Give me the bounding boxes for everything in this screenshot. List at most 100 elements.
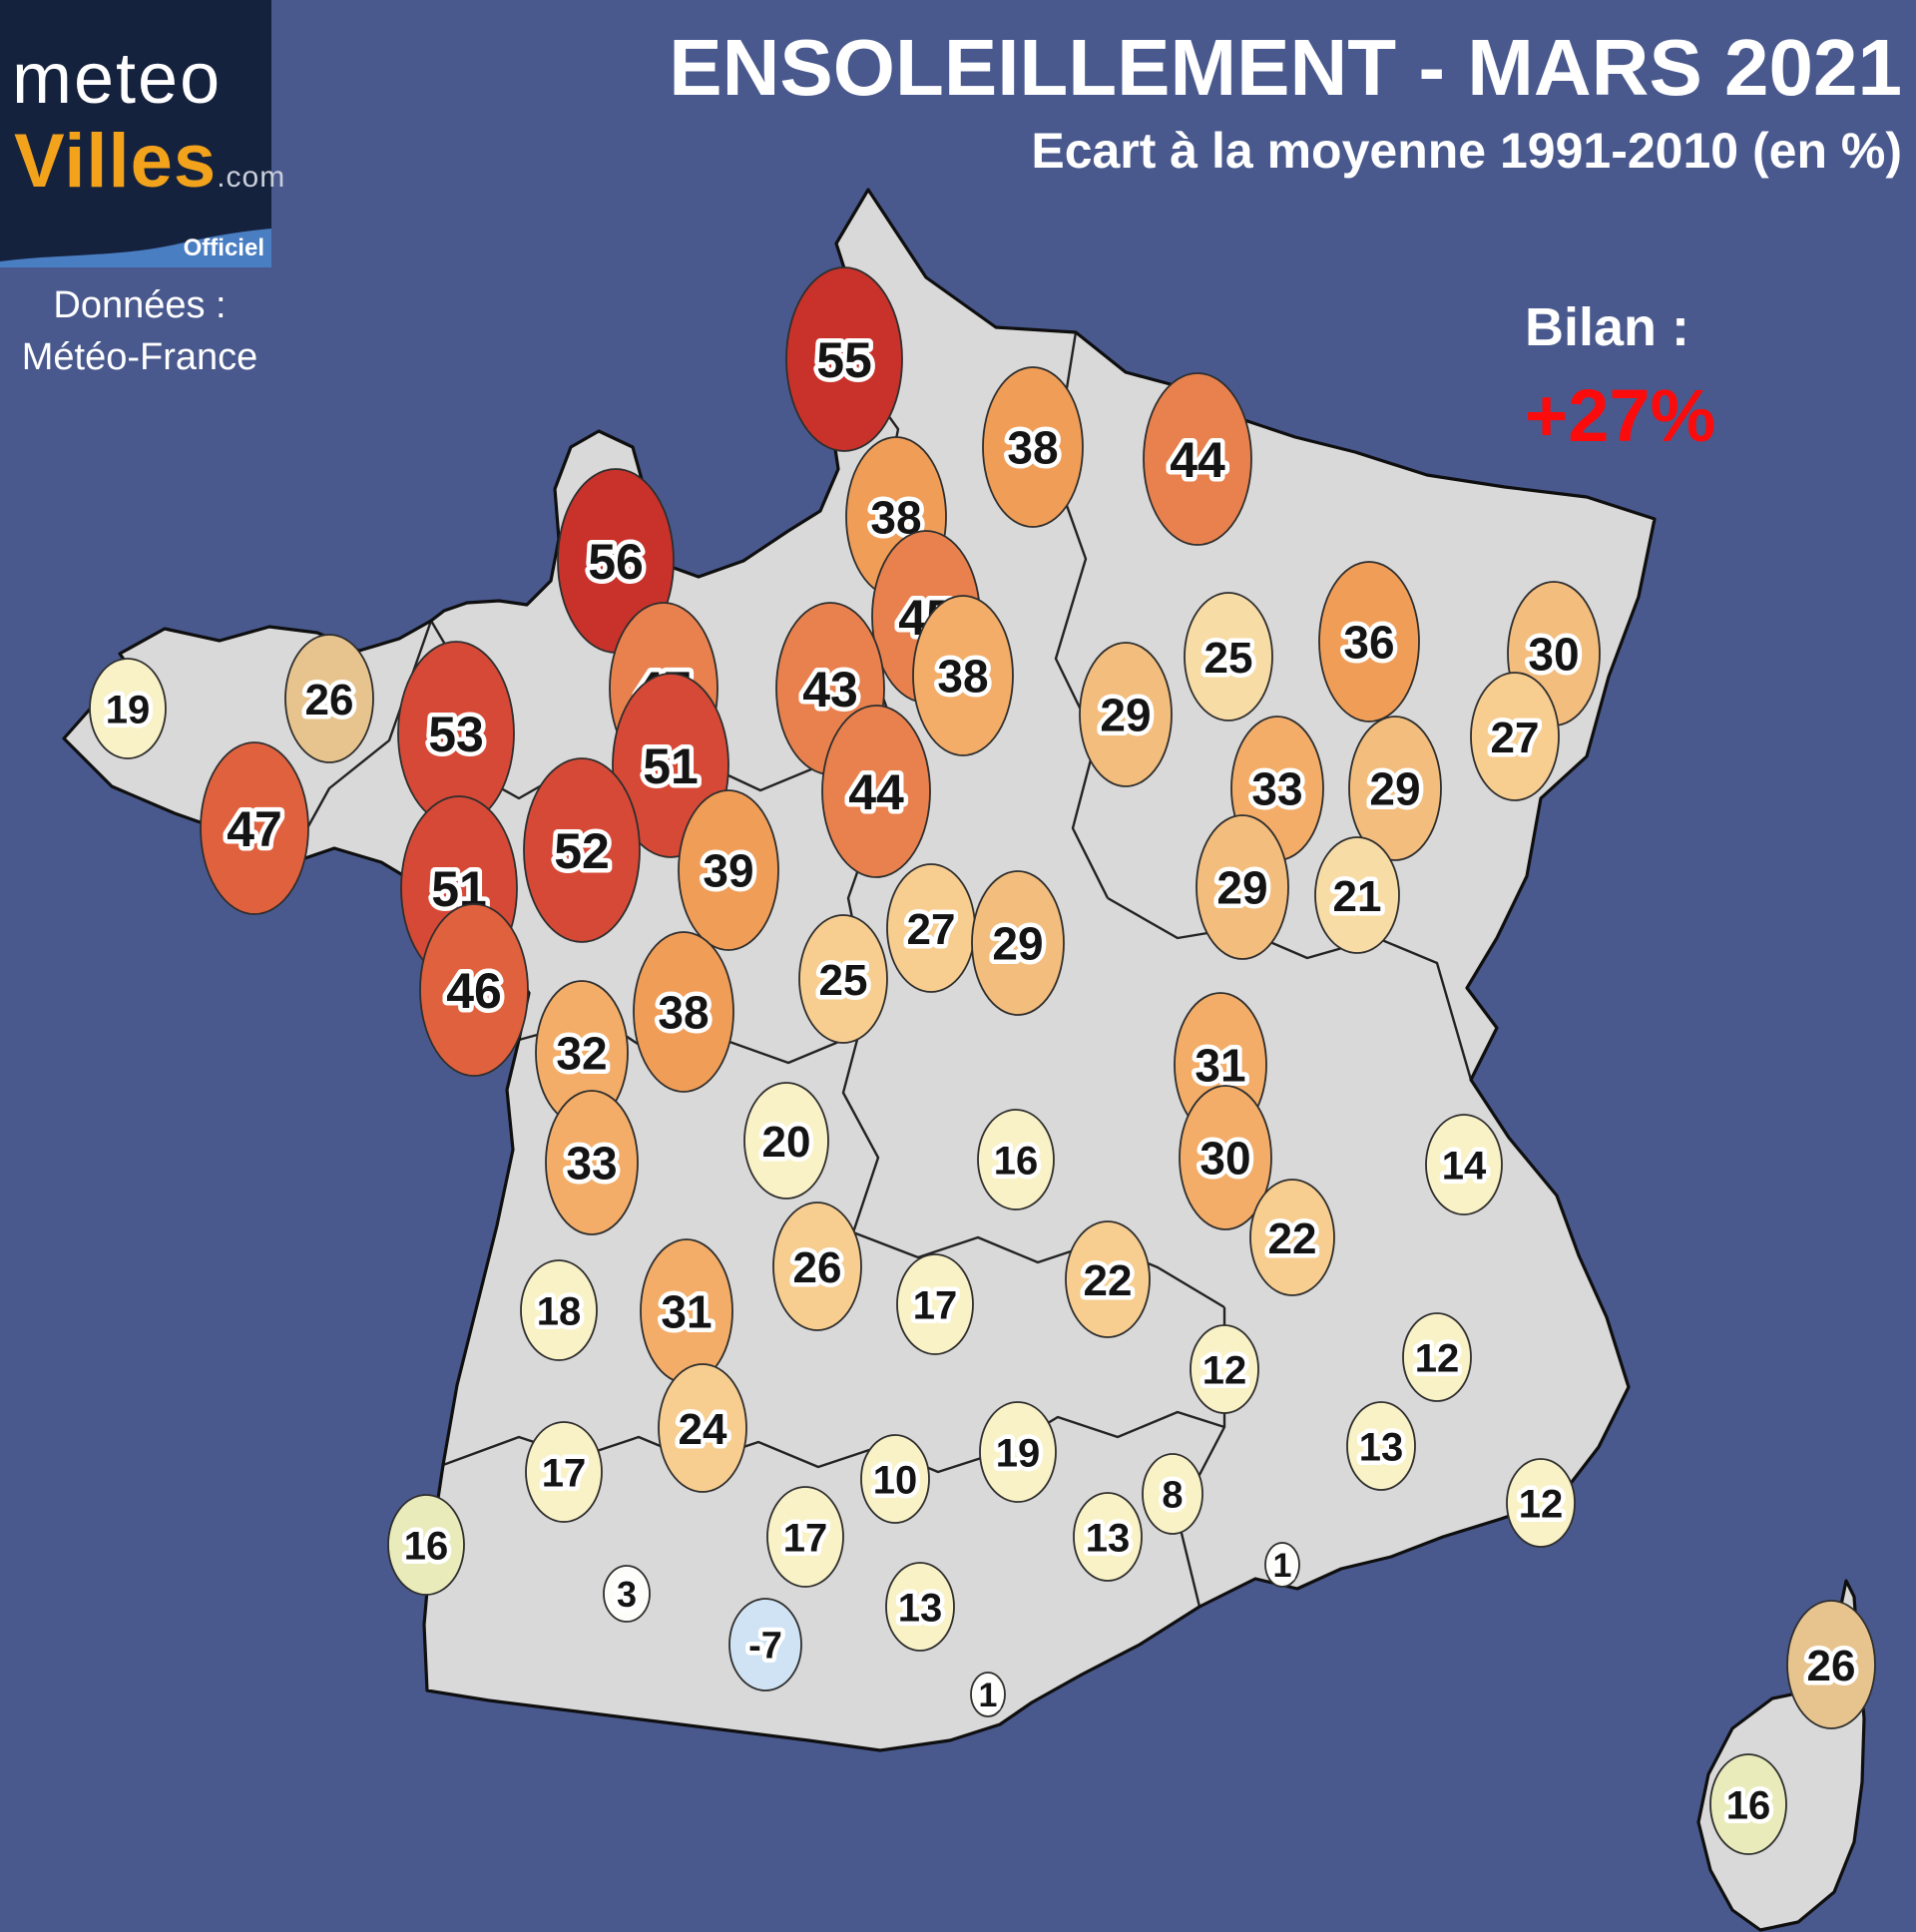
map-bubble-value: 44 <box>848 764 904 820</box>
map-bubble-value: 17 <box>542 1451 587 1495</box>
map-bubble-value: 19 <box>996 1431 1041 1475</box>
map-bubble <box>1264 1542 1300 1588</box>
bilan-label: Bilan : <box>1525 297 1690 357</box>
map-bubble-value: 32 <box>556 1028 607 1080</box>
data-source: Données : Météo-France <box>0 279 279 383</box>
map-bubble-value: 21 <box>1333 872 1382 921</box>
map-bubble-value: 18 <box>537 1289 582 1333</box>
map-bubble <box>89 658 167 759</box>
map-bubble <box>387 1494 465 1596</box>
map-bubble <box>1402 1312 1472 1402</box>
bilan-block: Bilan : +27% <box>1525 295 1715 459</box>
map-bubble <box>728 1598 802 1691</box>
logo-villes-text: Villes.com <box>14 119 286 204</box>
map-bubble-value: 31 <box>1195 1040 1245 1092</box>
map-bubble-value: 12 <box>1415 1336 1460 1380</box>
map-bubble-value: 55 <box>816 332 872 388</box>
map-bubble-value: 44 <box>1170 432 1225 488</box>
map-bubble-value: 14 <box>1442 1144 1487 1188</box>
map-bubble-value: 51 <box>643 738 699 794</box>
page-title: ENSOLEILLEMENT - MARS 2021 <box>669 23 1902 112</box>
map-bubble <box>977 1109 1055 1210</box>
map-bubble <box>1073 1492 1143 1582</box>
logo-wave-decoration <box>0 229 271 267</box>
data-source-line2: Météo-France <box>21 336 258 378</box>
map-bubble-value: 30 <box>1199 1133 1250 1185</box>
map-bubble <box>1314 836 1400 954</box>
map-bubble <box>912 595 1014 756</box>
map-bubble <box>1184 592 1273 722</box>
map-bubble <box>1196 814 1289 960</box>
map-bubble <box>979 1401 1057 1503</box>
map-bubble-value: 12 <box>1519 1482 1564 1526</box>
map-bubble-value: 33 <box>1251 763 1302 815</box>
map-bubble-value: 3 <box>617 1574 637 1615</box>
map-bubble <box>1506 1458 1576 1548</box>
map-bubble-value: 13 <box>1086 1516 1131 1560</box>
map-bubble <box>1143 372 1252 546</box>
map-bubble-value: 17 <box>913 1283 958 1327</box>
map-bubble <box>1079 642 1173 787</box>
meteovilles-logo[interactable]: meteo Villes.com Officiel <box>0 0 284 267</box>
map-bubble <box>971 870 1065 1016</box>
map-bubble <box>633 931 734 1093</box>
map-bubble-value: 46 <box>446 963 502 1019</box>
title-block: ENSOLEILLEMENT - MARS 2021 Ecart à la mo… <box>669 16 1902 182</box>
map-bubble <box>1142 1453 1203 1535</box>
map-bubble <box>798 914 888 1044</box>
map-bubble-value: 13 <box>898 1586 943 1630</box>
map-bubble <box>1470 672 1560 801</box>
map-bubble-value: 16 <box>994 1139 1039 1183</box>
map-bubble-value: 27 <box>1491 714 1540 762</box>
map-bubble <box>1179 1085 1272 1230</box>
map-bubble-value: 39 <box>703 845 753 897</box>
map-bubble-value: 38 <box>658 987 709 1039</box>
map-bubble <box>982 366 1084 528</box>
map-bubble-value: 29 <box>1216 862 1267 914</box>
map-bubble-value: 47 <box>227 801 282 857</box>
map-bubble-value: 33 <box>566 1138 617 1190</box>
map-bubble-value: 17 <box>783 1516 828 1560</box>
map-bubble <box>284 634 374 763</box>
map-bubble <box>603 1565 651 1623</box>
map-bubble-value: 26 <box>793 1243 842 1292</box>
map-bubble-value: 24 <box>679 1405 727 1454</box>
map-bubble <box>525 1421 603 1523</box>
map-bubble <box>1348 716 1442 861</box>
map-bubble-value: 53 <box>428 707 484 762</box>
bilan-value: +27% <box>1525 374 1716 457</box>
logo-officiel-badge: Officiel <box>183 235 264 261</box>
map-bubble <box>419 903 529 1077</box>
map-bubble-value: 19 <box>106 688 151 731</box>
map-bubble-value: 1 <box>979 1677 998 1714</box>
map-bubble <box>1786 1600 1876 1729</box>
map-bubble <box>1318 561 1420 723</box>
map-bubble-value: 29 <box>1369 763 1420 815</box>
map-bubble-value: 27 <box>907 905 956 954</box>
map-bubble-value: 13 <box>1359 1425 1404 1469</box>
map-bubble-value: 26 <box>305 676 354 724</box>
map-bubble <box>523 757 641 943</box>
map-bubble <box>885 1562 955 1652</box>
map-bubble-value: 1 <box>1273 1547 1292 1585</box>
map-bubble-value: 36 <box>1343 617 1394 669</box>
map-bubble-value: 16 <box>404 1524 449 1568</box>
map-bubble <box>1425 1114 1503 1215</box>
map-bubble <box>1346 1401 1416 1491</box>
map-bubble-value: 31 <box>661 1286 712 1338</box>
map-bubble-value: 30 <box>1528 629 1579 681</box>
map-bubble-value: 56 <box>588 534 644 590</box>
map-bubble-value: 22 <box>1268 1214 1317 1263</box>
map-bubble-value: 12 <box>1202 1348 1247 1392</box>
map-bubble-value: 52 <box>554 823 610 879</box>
map-bubble-value: 16 <box>1726 1783 1771 1827</box>
page-subtitle: Ecart à la moyenne 1991-2010 (en %) <box>1031 123 1902 179</box>
data-source-line1: Données : <box>53 284 227 326</box>
map-bubble <box>785 266 903 452</box>
map-bubble <box>766 1486 844 1588</box>
logo-meteo-text: meteo <box>12 39 223 119</box>
bubble-layer: 5538445638453843471926515347442925363027… <box>89 266 1876 1855</box>
map-bubble <box>821 705 931 878</box>
map-bubble-value: 38 <box>1007 422 1058 474</box>
